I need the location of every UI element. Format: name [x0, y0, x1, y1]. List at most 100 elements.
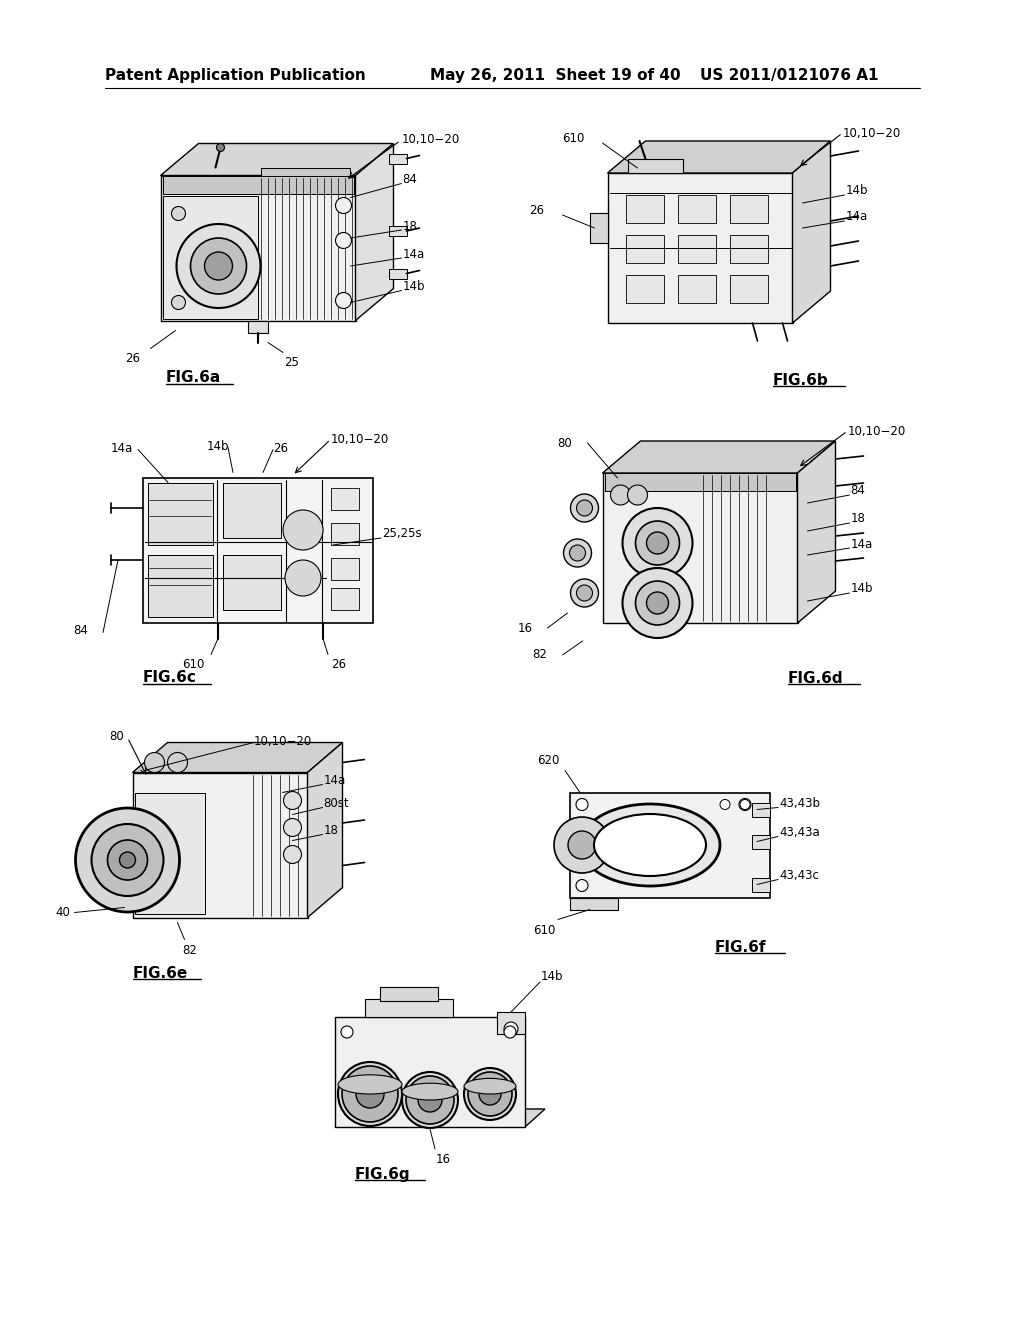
Text: 84: 84 [73, 624, 88, 638]
Text: 14a: 14a [846, 210, 867, 223]
Bar [628, 158, 683, 173]
Text: FIG.6a: FIG.6a [166, 371, 221, 385]
Circle shape [569, 545, 586, 561]
Circle shape [720, 800, 730, 809]
Text: 610: 610 [182, 659, 204, 672]
Bar [134, 792, 205, 913]
Polygon shape [607, 141, 830, 173]
Circle shape [171, 296, 185, 309]
Bar [678, 195, 716, 223]
Text: 40: 40 [55, 906, 71, 919]
Circle shape [284, 818, 301, 837]
Circle shape [636, 581, 680, 624]
Text: 18: 18 [851, 512, 865, 525]
Bar [729, 275, 768, 304]
Polygon shape [602, 441, 836, 473]
Bar [260, 168, 350, 176]
Bar [570, 792, 770, 898]
Text: 14b: 14b [402, 280, 425, 293]
Text: US 2011/0121076 A1: US 2011/0121076 A1 [700, 69, 879, 83]
Text: 26: 26 [126, 352, 140, 366]
Bar [143, 478, 373, 623]
Circle shape [739, 799, 751, 810]
Text: 82: 82 [182, 944, 198, 957]
Bar [752, 803, 770, 817]
Bar [678, 275, 716, 304]
Bar [380, 987, 438, 1001]
Circle shape [554, 817, 610, 873]
Bar [570, 898, 618, 909]
Circle shape [646, 532, 669, 554]
Circle shape [418, 1088, 442, 1111]
Circle shape [144, 752, 165, 772]
Circle shape [623, 568, 692, 638]
Text: 620: 620 [538, 754, 560, 767]
Circle shape [338, 1063, 402, 1126]
Bar [331, 523, 359, 544]
Bar [602, 473, 798, 623]
Circle shape [120, 851, 135, 869]
Ellipse shape [580, 804, 720, 886]
Circle shape [284, 792, 301, 809]
Polygon shape [335, 1109, 545, 1127]
Circle shape [284, 846, 301, 863]
Circle shape [171, 206, 185, 220]
Text: FIG.6g: FIG.6g [355, 1167, 411, 1181]
Circle shape [577, 585, 593, 601]
Bar [388, 268, 407, 279]
Circle shape [610, 484, 631, 506]
Bar [331, 487, 359, 510]
Bar [163, 176, 353, 194]
Text: 82: 82 [532, 648, 548, 661]
Text: 14a: 14a [324, 774, 346, 787]
Circle shape [636, 521, 680, 565]
Text: 10,10−20: 10,10−20 [331, 433, 389, 446]
Text: 10,10−20: 10,10−20 [401, 133, 460, 147]
Text: 14a: 14a [851, 537, 872, 550]
Bar [223, 554, 281, 610]
Text: Patent Application Publication: Patent Application Publication [105, 69, 366, 83]
Circle shape [504, 1026, 516, 1038]
Circle shape [575, 879, 588, 891]
Polygon shape [161, 144, 393, 176]
Text: 26: 26 [331, 659, 346, 672]
Text: 80st: 80st [324, 797, 349, 810]
Circle shape [176, 224, 260, 308]
Circle shape [356, 1080, 384, 1107]
Circle shape [336, 232, 351, 248]
Circle shape [91, 824, 164, 896]
Text: 43,43b: 43,43b [779, 797, 820, 810]
Bar [752, 878, 770, 891]
Text: 610: 610 [532, 924, 555, 936]
Text: 80: 80 [110, 730, 125, 743]
Circle shape [108, 840, 147, 880]
Text: FIG.6d: FIG.6d [787, 671, 843, 686]
Circle shape [570, 494, 598, 521]
Text: May 26, 2011  Sheet 19 of 40: May 26, 2011 Sheet 19 of 40 [430, 69, 681, 83]
Bar [497, 1012, 525, 1034]
Text: 10,10−20: 10,10−20 [254, 734, 312, 747]
Bar [331, 587, 359, 610]
Bar [729, 235, 768, 263]
Bar [365, 999, 453, 1016]
Text: 43,43a: 43,43a [779, 826, 820, 840]
Circle shape [504, 1022, 518, 1036]
Text: 14b: 14b [541, 970, 563, 983]
Text: 25,25s: 25,25s [382, 528, 422, 540]
Bar [678, 235, 716, 263]
Circle shape [336, 293, 351, 309]
Text: 10,10−20: 10,10−20 [843, 127, 901, 140]
Text: 18: 18 [324, 824, 338, 837]
Bar [590, 213, 607, 243]
Circle shape [575, 799, 588, 810]
Ellipse shape [402, 1084, 458, 1100]
Circle shape [563, 539, 592, 568]
Text: 14b: 14b [207, 440, 229, 453]
Polygon shape [307, 742, 342, 917]
Text: 10,10−20: 10,10−20 [848, 425, 906, 438]
Circle shape [190, 238, 247, 294]
Text: 26: 26 [529, 205, 545, 218]
Text: 84: 84 [402, 173, 418, 186]
Bar [626, 235, 664, 263]
Text: 26: 26 [273, 441, 288, 454]
